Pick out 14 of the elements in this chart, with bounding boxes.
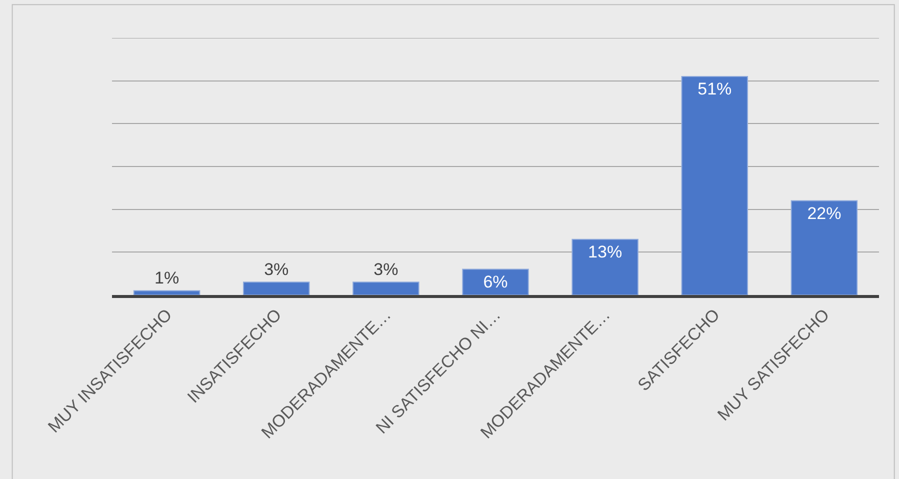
data-label: 51% — [698, 80, 732, 99]
data-label: 6% — [483, 272, 508, 292]
bar — [790, 200, 858, 295]
bar — [462, 268, 529, 295]
data-label: 22% — [807, 204, 842, 223]
data-label: 3% — [264, 260, 289, 280]
bar — [681, 76, 748, 295]
data-label: 13% — [588, 242, 622, 262]
bar — [133, 290, 200, 295]
bar — [352, 282, 420, 295]
data-label: 1% — [154, 268, 180, 288]
bar — [242, 282, 310, 295]
bar — [572, 238, 638, 295]
data-label: 3% — [374, 260, 398, 280]
